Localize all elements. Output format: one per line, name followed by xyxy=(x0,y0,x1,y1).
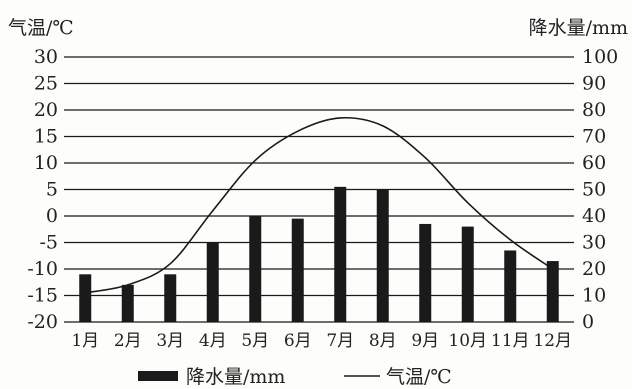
precipitation-bar xyxy=(419,223,432,322)
x-tick-label: 8月 xyxy=(369,331,397,351)
precipitation-bar xyxy=(334,186,347,322)
x-tick-label: 12月 xyxy=(533,331,572,351)
x-tick-label: 7月 xyxy=(326,331,354,351)
left-tick-label: -15 xyxy=(27,285,58,307)
x-tick-label: 4月 xyxy=(199,331,227,351)
precipitation-bars xyxy=(79,186,559,322)
precipitation-bar xyxy=(504,250,517,322)
legend-bar-swatch xyxy=(138,371,178,381)
precipitation-bar xyxy=(164,274,177,322)
left-tick-label: 0 xyxy=(46,205,58,227)
x-tick-label: 9月 xyxy=(411,331,439,351)
left-tick-label: 20 xyxy=(34,99,58,121)
right-tick-label: 20 xyxy=(582,258,606,280)
left-tick-label: -5 xyxy=(39,232,58,254)
precipitation-bar xyxy=(546,261,559,322)
right-tick-label: 70 xyxy=(582,126,606,148)
gridlines xyxy=(64,56,574,323)
precipitation-bar xyxy=(121,284,134,322)
right-tick-label: 0 xyxy=(582,311,594,333)
x-tick-label: 3月 xyxy=(156,331,184,351)
left-tick-label: -20 xyxy=(27,311,58,333)
precipitation-bar xyxy=(79,274,92,322)
right-axis-title: 降水量/mm xyxy=(529,17,628,39)
right-tick-label: 80 xyxy=(582,99,606,121)
precipitation-bar xyxy=(376,189,389,322)
legend-temperature-label: 气温/℃ xyxy=(386,366,452,388)
right-tick-label: 10 xyxy=(582,285,606,307)
right-tick-label: 50 xyxy=(582,179,606,201)
x-tick-label: 6月 xyxy=(284,331,312,351)
left-tick-label: 30 xyxy=(34,46,58,68)
left-tick-label: 10 xyxy=(34,152,58,174)
x-tick-label: 10月 xyxy=(448,331,487,351)
left-tick-label: 5 xyxy=(46,179,58,201)
precipitation-bar xyxy=(461,226,474,322)
left-axis-title: 气温/℃ xyxy=(8,17,74,39)
right-tick-label: 30 xyxy=(582,232,606,254)
temperature-line-layer xyxy=(85,116,554,294)
left-tick-label: 25 xyxy=(34,73,58,95)
right-tick-label: 40 xyxy=(582,205,606,227)
x-tick-label: 11月 xyxy=(491,331,530,351)
precipitation-bar xyxy=(291,218,304,322)
x-tick-label: 5月 xyxy=(241,331,269,351)
legend-precipitation-label: 降水量/mm xyxy=(186,366,285,388)
right-tick-label: 90 xyxy=(582,73,606,95)
x-tick-label: 1月 xyxy=(71,331,99,351)
legend: 降水量/mm 气温/℃ xyxy=(138,366,452,388)
right-tick-label: 100 xyxy=(582,46,618,68)
temperature-line xyxy=(85,116,554,294)
x-tick-label: 2月 xyxy=(114,331,142,351)
right-tick-label: 60 xyxy=(582,152,606,174)
precipitation-bar xyxy=(249,216,262,322)
precipitation-bar xyxy=(206,242,219,322)
left-tick-label: 15 xyxy=(34,126,58,148)
left-tick-label: -10 xyxy=(27,258,58,280)
